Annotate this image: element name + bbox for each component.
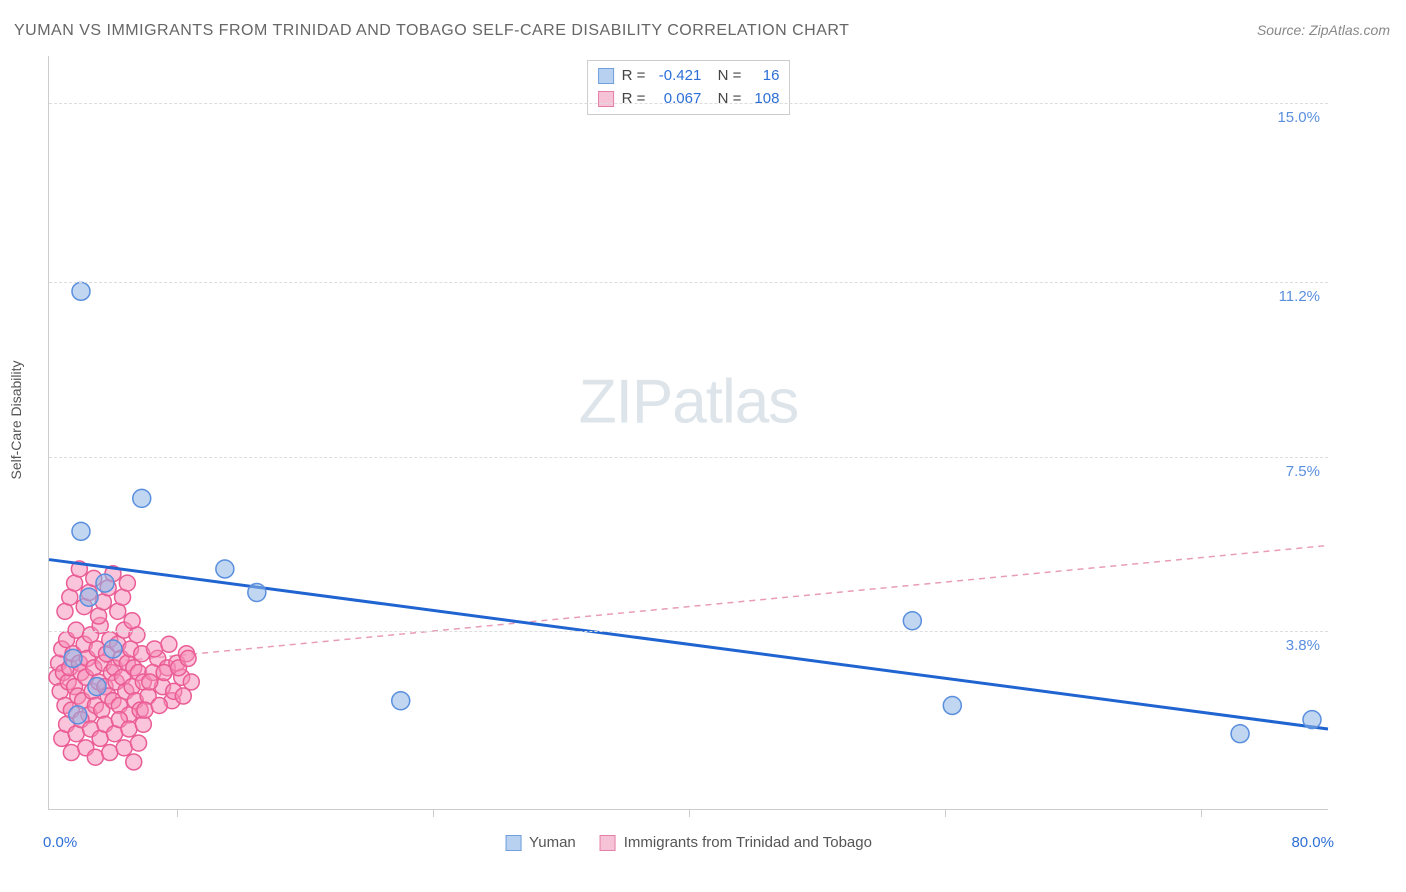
data-point <box>96 574 114 592</box>
data-point <box>72 522 90 540</box>
data-point <box>216 560 234 578</box>
series-legend-item: Immigrants from Trinidad and Tobago <box>600 834 872 851</box>
x-tick <box>433 809 434 817</box>
data-point <box>126 754 142 770</box>
data-point <box>104 640 122 658</box>
data-point <box>175 688 191 704</box>
x-tick <box>177 809 178 817</box>
data-point <box>147 641 163 657</box>
trend-line <box>49 560 1328 729</box>
plot-svg <box>49 56 1328 809</box>
data-point <box>121 721 137 737</box>
y-axis-label: Self-Care Disability <box>8 360 24 479</box>
y-tick-label: 11.2% <box>1279 288 1320 305</box>
x-tick <box>1201 809 1202 817</box>
data-point <box>119 575 135 591</box>
data-point <box>1231 725 1249 743</box>
data-point <box>116 740 132 756</box>
gridline <box>49 631 1328 632</box>
y-tick-label: 3.8% <box>1286 637 1320 654</box>
x-tick <box>945 809 946 817</box>
data-point <box>87 749 103 765</box>
data-point <box>64 649 82 667</box>
gridline <box>49 457 1328 458</box>
data-point <box>63 745 79 761</box>
x-axis-min: 0.0% <box>43 834 77 851</box>
data-point <box>903 612 921 630</box>
x-axis-max: 80.0% <box>1291 834 1334 851</box>
series-legend-label: Immigrants from Trinidad and Tobago <box>624 834 872 851</box>
data-point <box>151 697 167 713</box>
data-point <box>156 665 172 681</box>
data-point <box>102 745 118 761</box>
series-legend-label: Yuman <box>529 834 576 851</box>
data-point <box>124 613 140 629</box>
data-point <box>137 702 153 718</box>
correlation-chart: YUMAN VS IMMIGRANTS FROM TRINIDAD AND TO… <box>0 0 1406 892</box>
data-point <box>133 489 151 507</box>
trend-line <box>49 545 1328 667</box>
data-point <box>131 735 147 751</box>
data-point <box>80 588 98 606</box>
gridline <box>49 282 1328 283</box>
series-legend: Yuman Immigrants from Trinidad and Tobago <box>505 834 872 851</box>
chart-title: YUMAN VS IMMIGRANTS FROM TRINIDAD AND TO… <box>14 22 849 40</box>
legend-swatch <box>505 835 521 851</box>
gridline <box>49 103 1328 104</box>
data-point <box>72 282 90 300</box>
data-point <box>183 674 199 690</box>
y-tick-label: 7.5% <box>1286 463 1320 480</box>
data-point <box>248 584 266 602</box>
chart-source: Source: ZipAtlas.com <box>1257 22 1390 38</box>
data-point <box>943 696 961 714</box>
data-point <box>69 706 87 724</box>
legend-swatch <box>600 835 616 851</box>
data-point <box>142 674 158 690</box>
x-tick <box>689 809 690 817</box>
data-point <box>161 636 177 652</box>
data-point <box>392 692 410 710</box>
data-point <box>1303 711 1321 729</box>
data-point <box>88 678 106 696</box>
series-legend-item: Yuman <box>505 834 576 851</box>
data-point <box>180 650 196 666</box>
plot-area: ZIPatlas R =-0.421 N =16R =0.067 N =108 … <box>48 56 1328 810</box>
y-tick-label: 15.0% <box>1277 109 1320 126</box>
